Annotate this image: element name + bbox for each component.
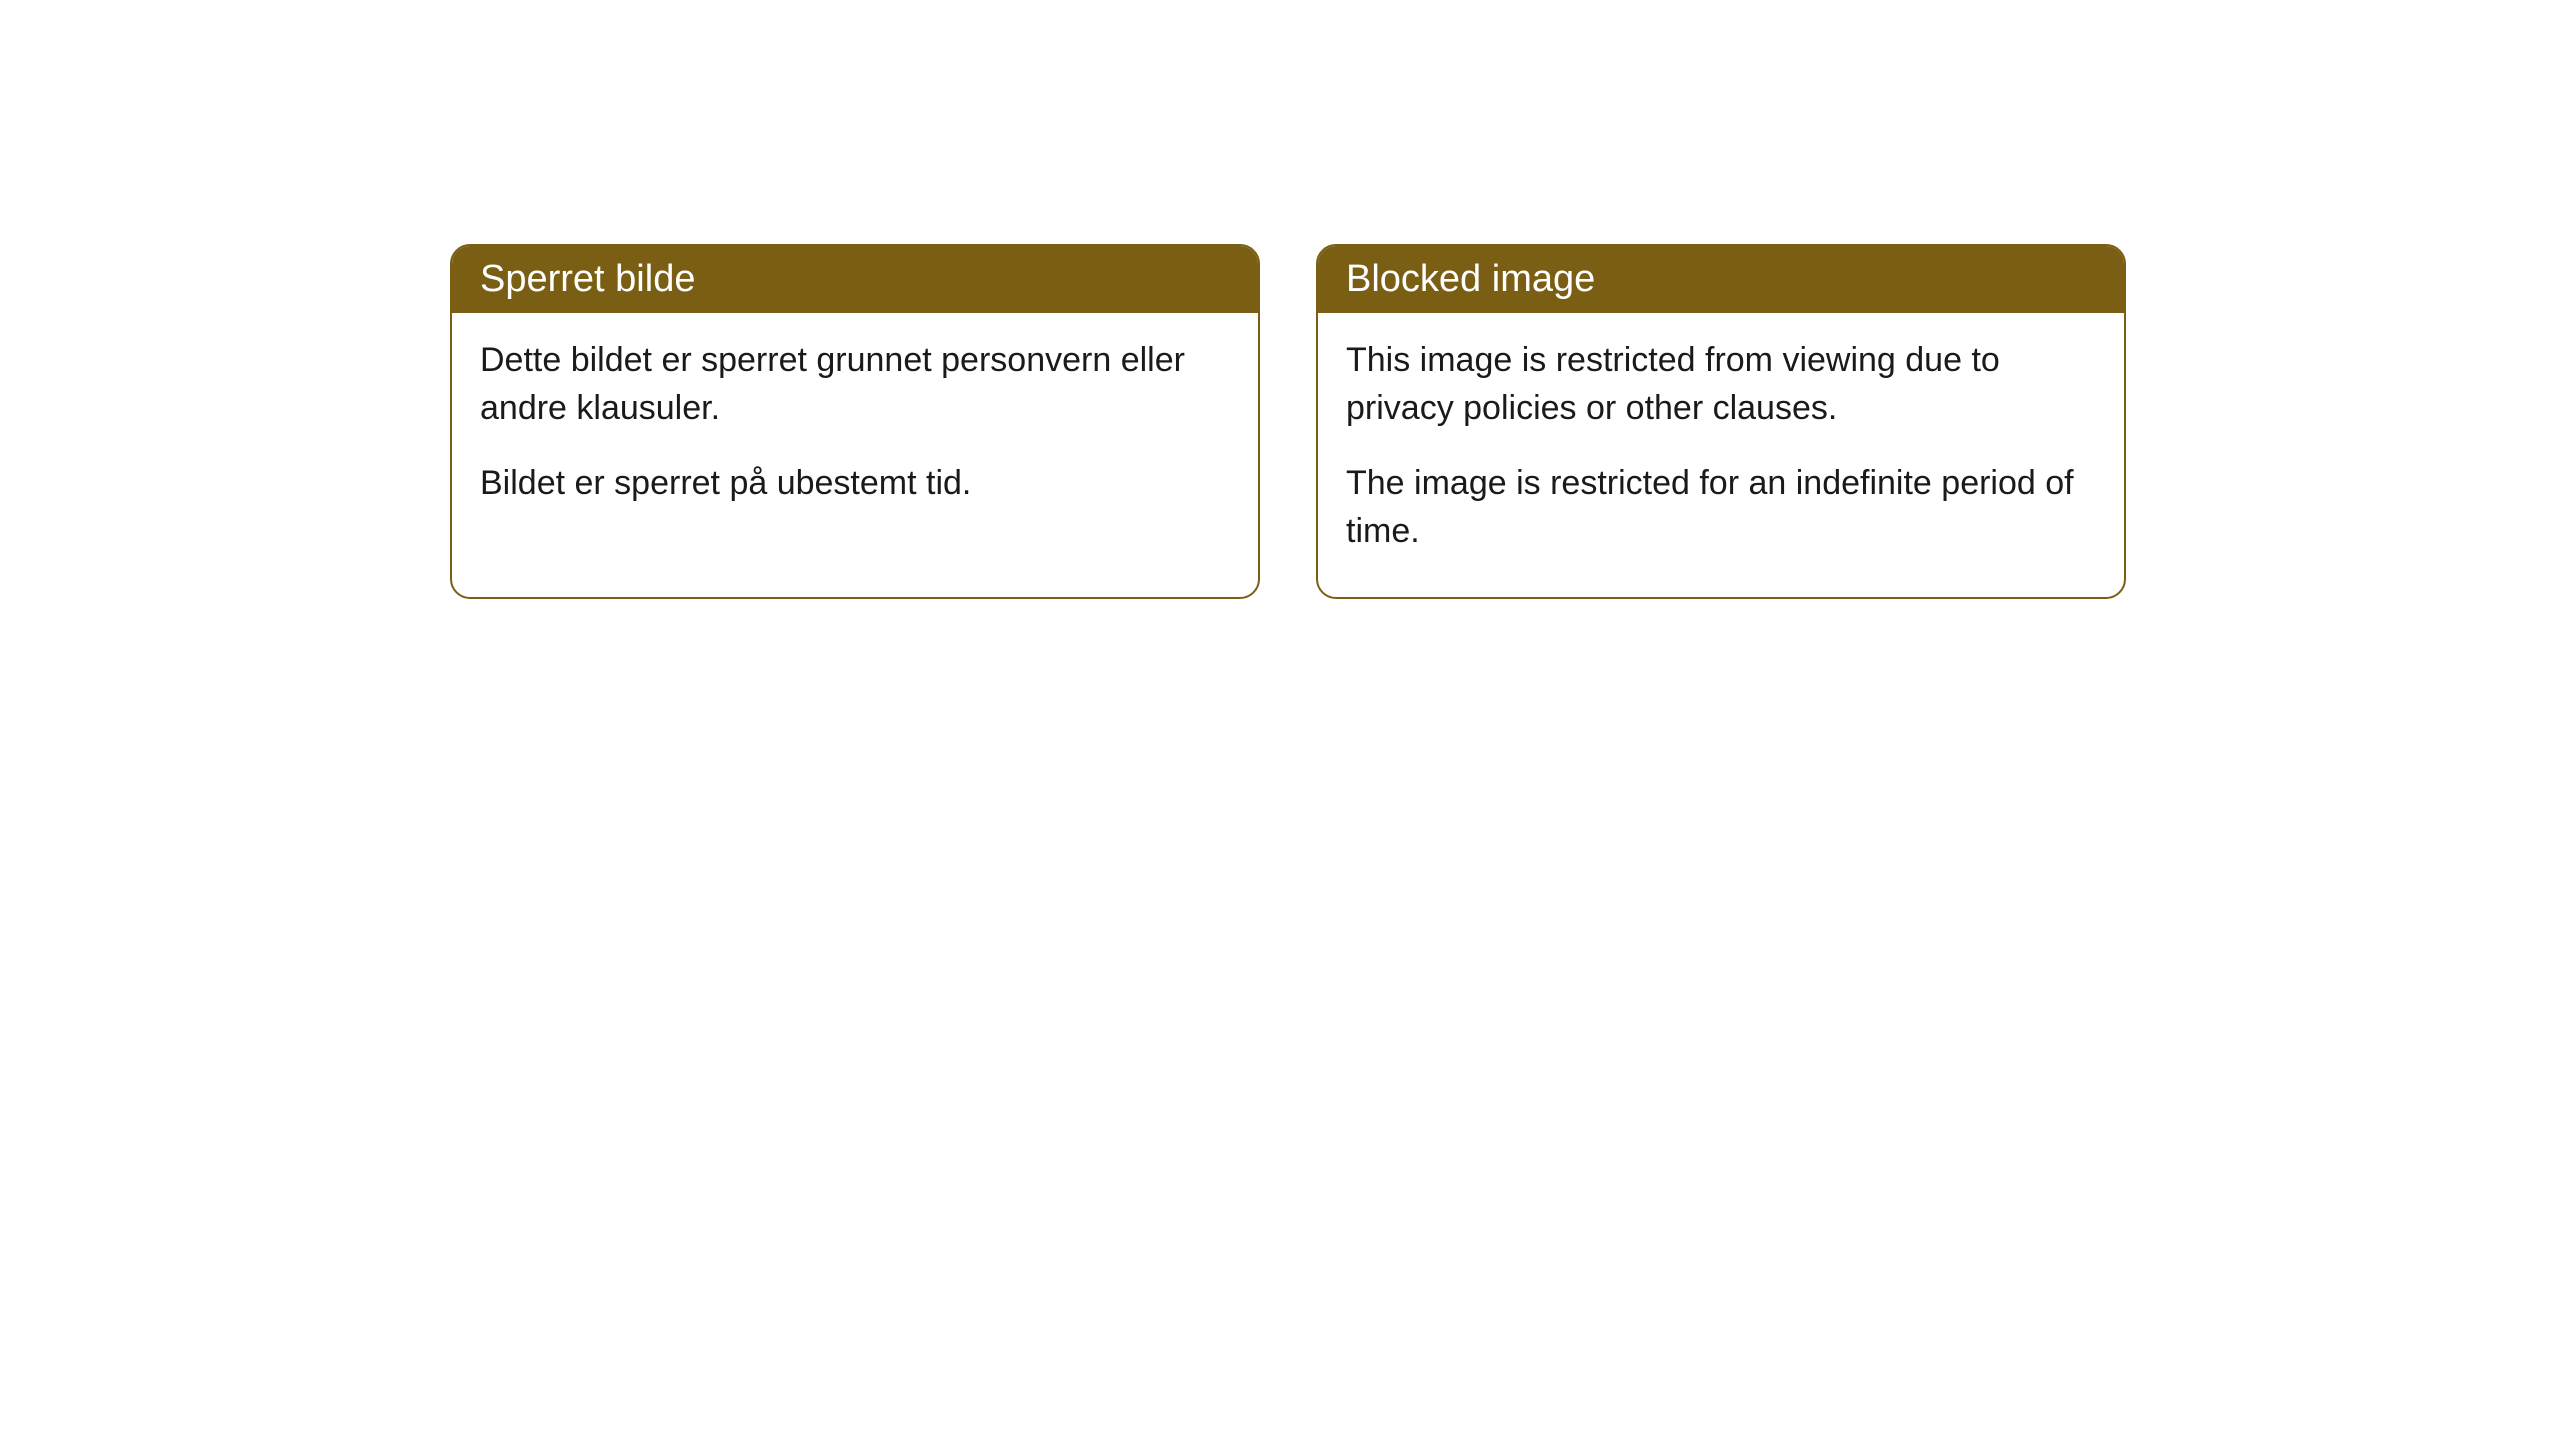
notice-header-norwegian: Sperret bilde bbox=[452, 246, 1258, 313]
notice-body-english: This image is restricted from viewing du… bbox=[1318, 313, 2124, 597]
notice-title-norwegian: Sperret bilde bbox=[480, 258, 695, 300]
notice-paragraph-1-english: This image is restricted from viewing du… bbox=[1346, 337, 2096, 432]
notice-header-english: Blocked image bbox=[1318, 246, 2124, 313]
notice-body-norwegian: Dette bildet er sperret grunnet personve… bbox=[452, 313, 1258, 550]
notice-card-english: Blocked image This image is restricted f… bbox=[1316, 244, 2126, 599]
notice-card-norwegian: Sperret bilde Dette bildet er sperret gr… bbox=[450, 244, 1260, 599]
notice-paragraph-1-norwegian: Dette bildet er sperret grunnet personve… bbox=[480, 337, 1230, 432]
notice-container: Sperret bilde Dette bildet er sperret gr… bbox=[450, 244, 2126, 599]
notice-paragraph-2-english: The image is restricted for an indefinit… bbox=[1346, 460, 2096, 555]
notice-title-english: Blocked image bbox=[1346, 258, 1595, 300]
notice-paragraph-2-norwegian: Bildet er sperret på ubestemt tid. bbox=[480, 460, 1230, 508]
